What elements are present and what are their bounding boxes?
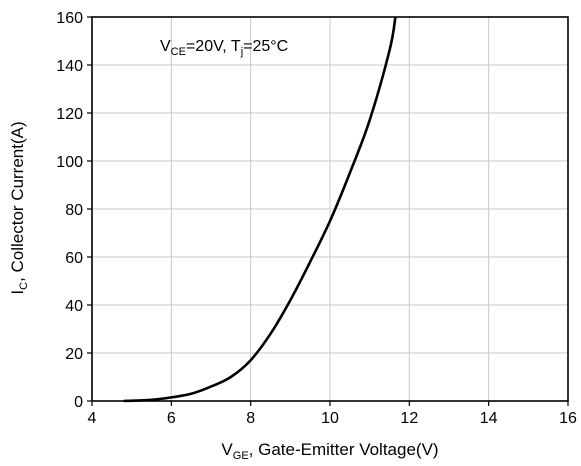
x-tick-label: 8 [246,410,255,427]
annot-v-sub: CE [171,46,186,58]
y-tick-label: 0 [74,394,83,411]
x-label-rest: , Gate-Emitter Voltage(V) [249,440,439,459]
x-tick-label: 12 [400,410,418,427]
y-label-main: I [8,290,27,295]
annot-t-val: =25°C [243,38,288,55]
y-tick-label: 20 [65,346,83,363]
grid [92,17,568,401]
y-tick-label: 40 [65,298,83,315]
y-tick-label: 140 [56,58,83,75]
x-tick-label: 16 [559,410,577,427]
series-lines [123,16,397,403]
x-tick-labels: 4 6 8 10 12 14 16 [88,401,577,427]
y-label-rest: , Collector Current(A) [8,121,27,282]
annot-v-main: V [160,38,171,55]
y-tick-label: 120 [56,106,83,123]
annot-t-main: T [231,38,241,55]
x-tick-label: 10 [321,410,339,427]
x-axis-label: VGE, Gate-Emitter Voltage(V) [221,440,438,462]
x-tick-label: 6 [167,410,176,427]
y-tick-label: 100 [56,154,83,171]
y-label-sub: C [18,282,30,290]
condition-annotation: VCE=20V, Tj=25°C [160,38,288,58]
x-label-main: V [221,440,233,459]
annot-v-val: =20V, [186,38,231,55]
y-tick-label: 60 [65,250,83,267]
x-label-sub: GE [233,450,249,462]
x-tick-label: 14 [480,410,498,427]
y-tick-label: 160 [56,10,83,27]
y-axis-label: IC, Collector Current(A) [8,121,30,294]
y-tick-label: 80 [65,202,83,219]
annot-t-sub: j [240,46,243,58]
x-tick-label: 4 [88,410,97,427]
series-line-0 [123,16,397,403]
y-tick-labels: 0 20 40 60 80 100 120 140 160 [56,10,92,411]
